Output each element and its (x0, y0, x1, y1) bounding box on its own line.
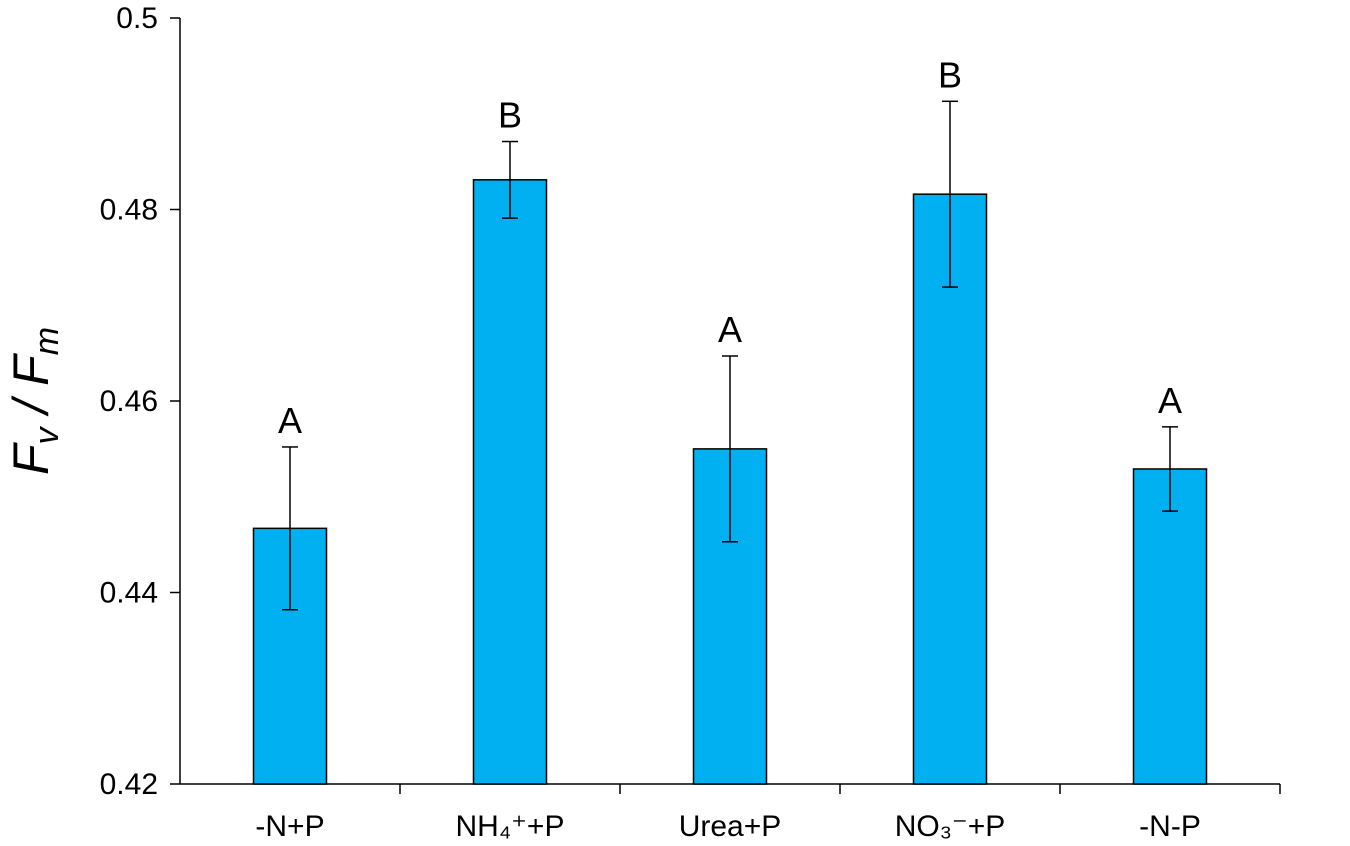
category-labels: -N+P NH₄⁺+P Urea+P NO₃⁻+P -N-P (255, 810, 1200, 843)
y-tick-label: 0.44 (100, 577, 158, 610)
category-label: Urea+P (679, 810, 782, 843)
category-label: -N+P (255, 810, 324, 843)
y-label-subscript: v (28, 426, 66, 445)
y-axis-label: Fv / Fm (3, 327, 66, 475)
bar (1132, 468, 1208, 785)
bars (252, 179, 1208, 785)
category-label: NH₄⁺+P (456, 810, 565, 843)
y-label-separator: / (3, 386, 59, 428)
significance-label: A (1158, 380, 1182, 421)
y-label-part: F (3, 442, 59, 475)
significance-labels: A B A B A (278, 54, 1182, 441)
y-axis-label-text: Fv / Fm (3, 327, 66, 475)
category-label: -N-P (1139, 810, 1201, 843)
x-ticks (399, 784, 1281, 794)
bar (472, 179, 548, 785)
significance-label: A (278, 400, 302, 441)
y-label-subscript: m (28, 327, 66, 355)
y-tick-label: 0.46 (100, 385, 158, 418)
y-tick-label: 0.5 (116, 2, 158, 35)
significance-label: B (938, 54, 962, 95)
significance-label: B (498, 95, 522, 136)
significance-label: A (718, 309, 742, 350)
y-label-part: F (3, 353, 59, 386)
y-tick-label: 0.42 (100, 768, 158, 801)
y-ticks: 0.42 0.44 0.46 0.48 0.5 (100, 2, 180, 801)
error-bars (282, 100, 1178, 611)
y-tick-label: 0.48 (100, 194, 158, 227)
category-label: NO₃⁻+P (895, 810, 1006, 843)
